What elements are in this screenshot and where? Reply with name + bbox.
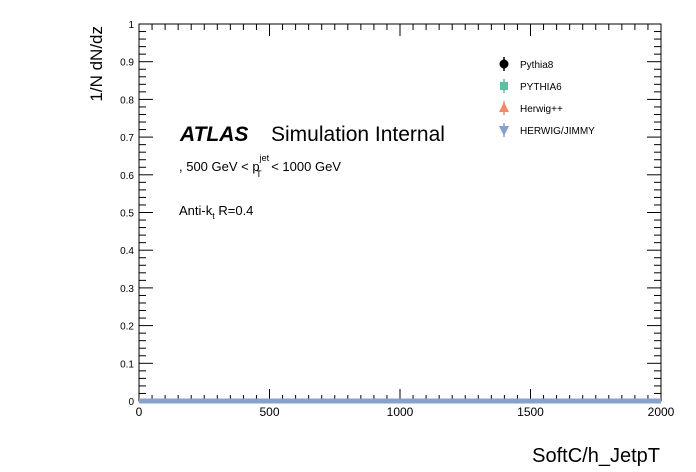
x-axis-ticks: 0 500 1000 1500 2000 — [136, 24, 675, 419]
y-tick-label: 0.8 — [120, 95, 134, 106]
legend-marker-pythia6 — [500, 82, 508, 90]
y-tick-label: 0 — [128, 397, 134, 408]
legend-label-pythia8: Pythia8 — [520, 60, 554, 71]
pt-prefix: , 500 GeV < p — [179, 159, 260, 174]
y-tick-label: 0.7 — [120, 133, 134, 144]
legend-label-herwig-: Herwig++ — [520, 104, 563, 115]
jet-algorithm-annotation: Anti-kt R=0.4 — [179, 203, 253, 221]
legend-marker-pythia8 — [499, 59, 509, 69]
algo-prefix: Anti-k — [179, 203, 213, 218]
pt-range-annotation: , 500 GeV < pjet T < 1000 GeV — [179, 153, 341, 179]
atlas-label: ATLAS Simulation Internal — [179, 123, 445, 146]
x-tick-label: 0 — [136, 405, 143, 419]
atlas-status-text: Simulation Internal — [271, 123, 445, 146]
y-axis-ticks: 0 0.1 0.2 0.3 0.4 0.5 0.6 0.7 0.8 0.9 1 — [120, 20, 661, 408]
y-tick-label: 0.5 — [120, 209, 134, 220]
x-tick-label: 2000 — [648, 405, 675, 419]
y-tick-label: 0.9 — [120, 58, 134, 69]
legend-label-herwig-jimmy: HERWIG/JIMMY — [520, 126, 595, 137]
legend-label-pythia6: PYTHIA6 — [520, 82, 562, 93]
y-tick-label: 0.3 — [120, 284, 134, 295]
x-tick-label: 1000 — [387, 405, 414, 419]
legend-marker-herwig-jimmy — [499, 126, 509, 136]
y-tick-label: 0.2 — [120, 322, 134, 333]
y-tick-label: 0.1 — [120, 359, 134, 370]
algo-suffix: R=0.4 — [215, 203, 254, 218]
algo-subscript: t — [212, 211, 215, 221]
legend-marker-herwig- — [499, 102, 509, 112]
atlas-logo-text: ATLAS — [179, 123, 248, 146]
y-tick-label: 0.4 — [120, 246, 134, 257]
y-tick-label: 0.6 — [120, 171, 134, 182]
pt-superscript: jet — [259, 153, 270, 163]
x-axis-label: SoftC/h_JetpT — [532, 445, 660, 467]
y-axis-label: 1/N dN/dz — [87, 26, 106, 102]
legend: Pythia8 PYTHIA6 Herwig++ HERWIG/JIMMY — [499, 57, 595, 137]
x-tick-label: 1500 — [517, 405, 544, 419]
x-tick-label: 500 — [259, 405, 279, 419]
pt-subscript: T — [256, 169, 262, 179]
y-tick-label: 1 — [128, 20, 134, 31]
pt-suffix: < 1000 GeV — [268, 159, 342, 174]
